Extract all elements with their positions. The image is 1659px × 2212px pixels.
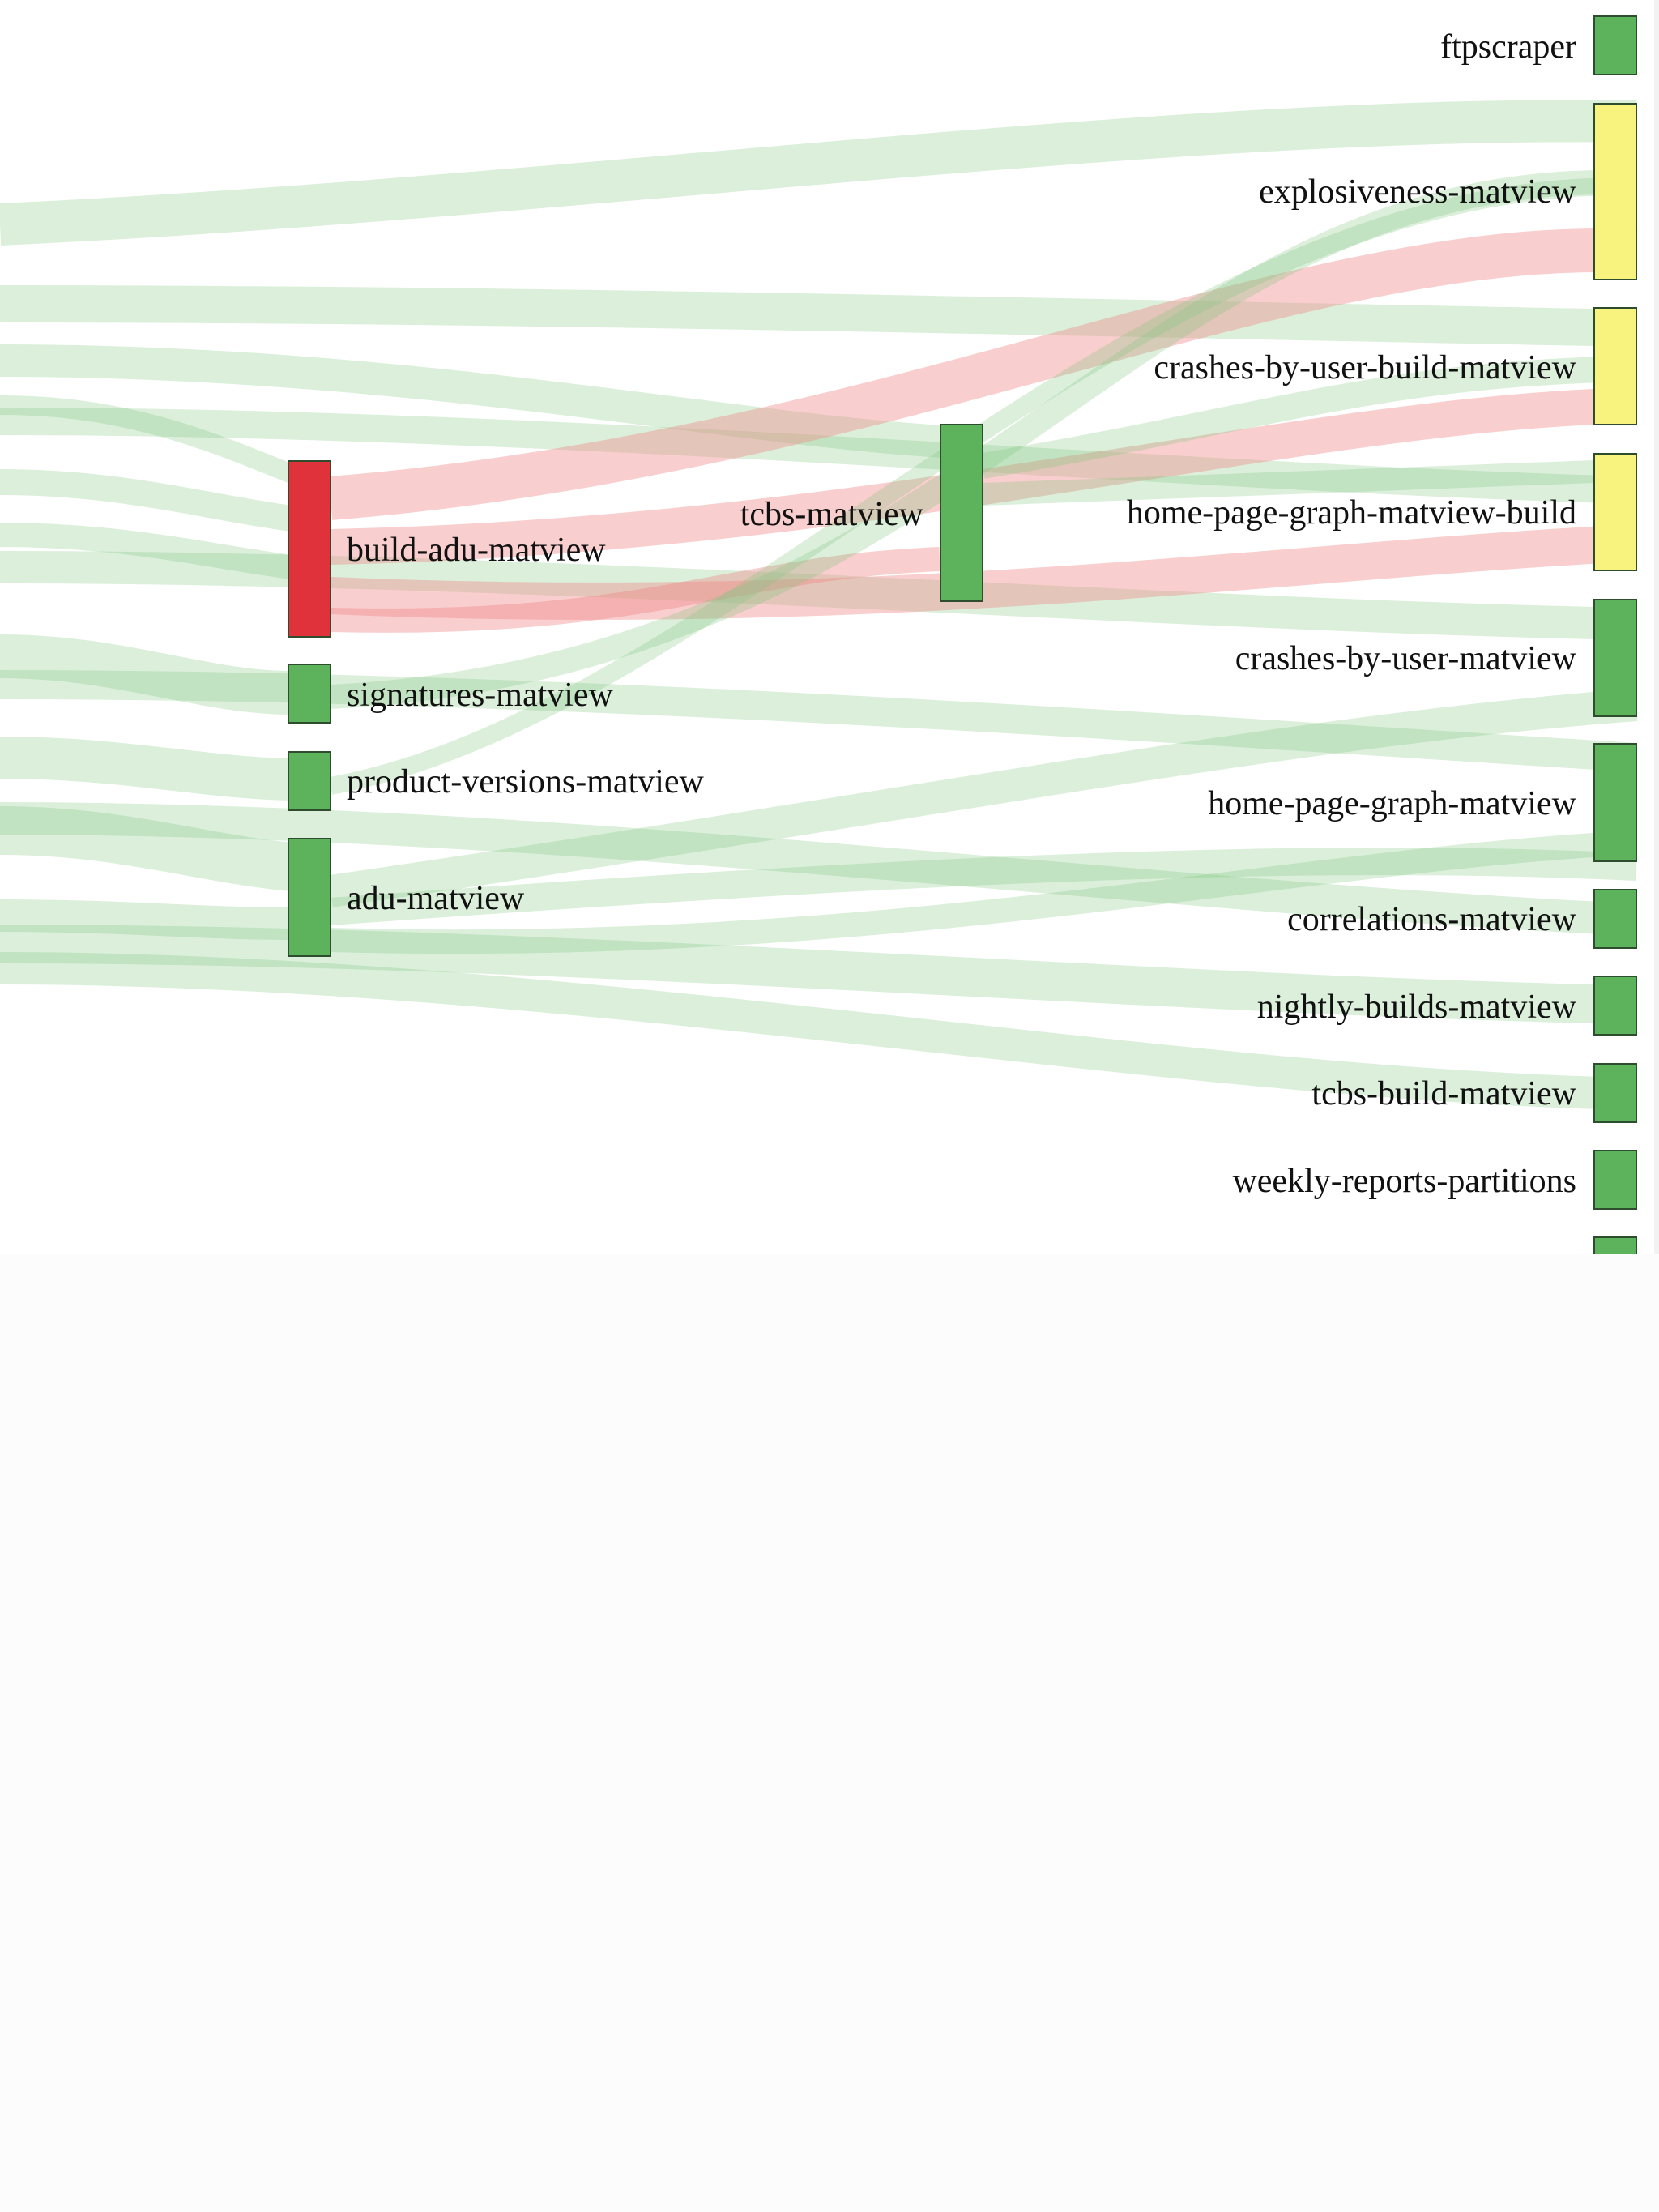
node-crashes-by-user-build-matview[interactable] bbox=[1593, 307, 1637, 425]
viewport-right-edge bbox=[1654, 0, 1659, 1254]
node-correlations-matview[interactable] bbox=[1593, 889, 1637, 949]
node-weekly-reports-partitions[interactable] bbox=[1593, 1150, 1637, 1210]
label-home-page-graph-matview: home-page-graph-matview bbox=[1208, 785, 1576, 822]
link-tcbs-matview-to-crashes-by-user-build-matview[interactable] bbox=[980, 356, 1637, 479]
dependency-sankey-diagram[interactable]: build-adu-matview signatures-matview pro… bbox=[0, 0, 1659, 1254]
link-offscreen-to-explosiveness-matview[interactable] bbox=[0, 100, 1637, 246]
link-offscreen-to-nightly-builds-matview[interactable] bbox=[0, 925, 1637, 1024]
link-offscreen-to-build-adu-matview-3[interactable] bbox=[0, 523, 294, 579]
link-offscreen-to-build-adu-matview-2[interactable] bbox=[0, 469, 294, 532]
link-offscreen-to-tcbs-build-matview[interactable] bbox=[0, 952, 1637, 1110]
link-adu-matview-to-correlations-matview[interactable] bbox=[329, 848, 1637, 925]
label-crashes-by-user-build-matview: crashes-by-user-build-matview bbox=[1154, 349, 1576, 386]
label-ftpscraper: ftpscraper bbox=[1440, 28, 1576, 66]
node-home-page-graph-matview-build[interactable] bbox=[1593, 453, 1637, 571]
link-offscreen-to-home-page-graph-matview[interactable] bbox=[0, 670, 1638, 772]
link-signatures-matview-to-explosiveness-matview[interactable] bbox=[330, 169, 1613, 709]
link-build-adu-matview-to-tcbs-matview[interactable] bbox=[330, 547, 940, 633]
node-build-adu-matview[interactable] bbox=[288, 460, 331, 638]
link-build-adu-matview-to-home-page-graph-matview-build[interactable] bbox=[330, 524, 1638, 620]
link-offscreen-to-product-versions-matview[interactable] bbox=[0, 737, 292, 801]
label-adu-matview: adu-matview bbox=[347, 880, 525, 917]
link-build-adu-matview-to-crashes-by-user-build-matview[interactable] bbox=[330, 387, 1637, 565]
label-correlations-matview: correlations-matview bbox=[1287, 901, 1577, 938]
node-explosiveness-matview[interactable] bbox=[1593, 103, 1637, 280]
node-tcbs-matview[interactable] bbox=[940, 424, 983, 602]
labels-layer: build-adu-matview signatures-matview pro… bbox=[347, 28, 1577, 1200]
label-crashes-by-user-matview: crashes-by-user-matview bbox=[1235, 640, 1577, 677]
node-adu-matview[interactable] bbox=[288, 838, 331, 957]
label-nightly-builds-matview: nightly-builds-matview bbox=[1257, 989, 1577, 1026]
node-partially-visible[interactable] bbox=[1593, 1236, 1637, 1254]
sankey-diagram-viewport[interactable]: build-adu-matview signatures-matview pro… bbox=[0, 0, 1659, 1254]
link-offscreen-to-home-page-graph-matview-build[interactable] bbox=[0, 408, 1637, 504]
links-layer bbox=[0, 100, 1638, 1110]
label-signatures-matview: signatures-matview bbox=[347, 677, 614, 714]
link-offscreen-to-correlations-matview[interactable] bbox=[0, 802, 1637, 936]
node-nightly-builds-matview[interactable] bbox=[1593, 976, 1637, 1036]
label-product-versions-matview: product-versions-matview bbox=[347, 763, 705, 801]
link-offscreen-to-adu-matview-1[interactable] bbox=[0, 806, 294, 891]
node-product-versions-matview[interactable] bbox=[288, 751, 331, 811]
link-offscreen-to-tcbs-matview[interactable] bbox=[0, 344, 945, 458]
link-offscreen-to-crashes-by-user-matview[interactable] bbox=[0, 551, 1637, 640]
node-home-page-graph-matview[interactable] bbox=[1593, 743, 1637, 862]
empty-page-area bbox=[0, 1254, 1659, 2212]
link-offscreen-to-build-adu-matview-1[interactable] bbox=[0, 395, 296, 484]
label-tcbs-matview: tcbs-matview bbox=[740, 496, 924, 533]
link-tcbs-matview-to-home-page-graph-matview-build[interactable] bbox=[982, 459, 1637, 506]
link-adu-matview-to-home-page-graph-matview[interactable] bbox=[328, 689, 1638, 907]
node-crashes-by-user-matview[interactable] bbox=[1593, 599, 1637, 717]
node-tcbs-build-matview[interactable] bbox=[1593, 1063, 1637, 1123]
node-ftpscraper[interactable] bbox=[1593, 15, 1637, 75]
label-home-page-graph-matview-build: home-page-graph-matview-build bbox=[1127, 494, 1576, 532]
link-offscreen-to-signatures-matview[interactable] bbox=[0, 634, 292, 715]
link-adu-matview-to-crashes-by-user-matview[interactable] bbox=[330, 831, 1637, 954]
link-offscreen-to-crashes-by-user-build-matview[interactable] bbox=[0, 285, 1637, 347]
label-weekly-reports-partitions: weekly-reports-partitions bbox=[1232, 1163, 1576, 1200]
label-tcbs-build-matview: tcbs-build-matview bbox=[1311, 1075, 1576, 1112]
nodes-layer bbox=[288, 15, 1637, 1254]
link-offscreen-to-adu-matview-2[interactable] bbox=[0, 899, 292, 940]
label-build-adu-matview: build-adu-matview bbox=[347, 532, 606, 569]
link-build-adu-matview-to-explosiveness-matview[interactable] bbox=[328, 228, 1638, 520]
label-explosiveness-matview: explosiveness-matview bbox=[1259, 173, 1577, 211]
node-signatures-matview[interactable] bbox=[288, 664, 331, 724]
